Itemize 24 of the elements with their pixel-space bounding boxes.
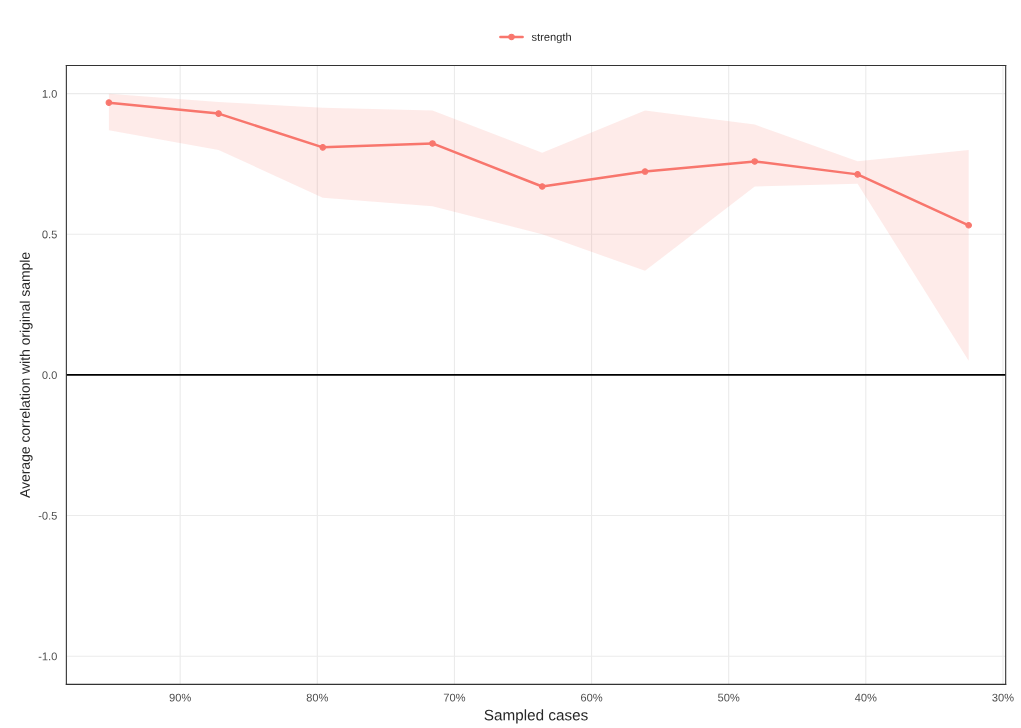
point	[319, 144, 327, 151]
y-tick-label: 0.5	[42, 230, 57, 239]
x-tick-label: 80%	[306, 693, 329, 702]
point	[965, 221, 972, 229]
legend-label: strength	[531, 32, 571, 44]
x-tick-label: 90%	[169, 693, 191, 702]
y-tick-label: 0.0	[42, 371, 57, 380]
point	[751, 158, 759, 165]
y-tick-label: 1.0	[42, 89, 57, 98]
x-tick-label: 40%	[854, 693, 877, 702]
point	[854, 171, 861, 178]
y-axis-title: Average correlation with original sample	[19, 252, 33, 498]
point	[105, 99, 113, 106]
y-tick-label: -0.5	[38, 511, 57, 520]
x-tick-label: 60%	[581, 693, 603, 702]
x-axis-title: Sampled cases	[484, 709, 588, 724]
y-tick-label: -1.0	[38, 652, 57, 661]
point	[538, 183, 546, 190]
x-tick-label: 30%	[992, 693, 1014, 702]
point	[641, 168, 649, 175]
point	[215, 110, 222, 117]
point	[429, 140, 436, 147]
x-tick-label: 70%	[443, 693, 466, 702]
x-tick-label: 50%	[718, 693, 740, 702]
